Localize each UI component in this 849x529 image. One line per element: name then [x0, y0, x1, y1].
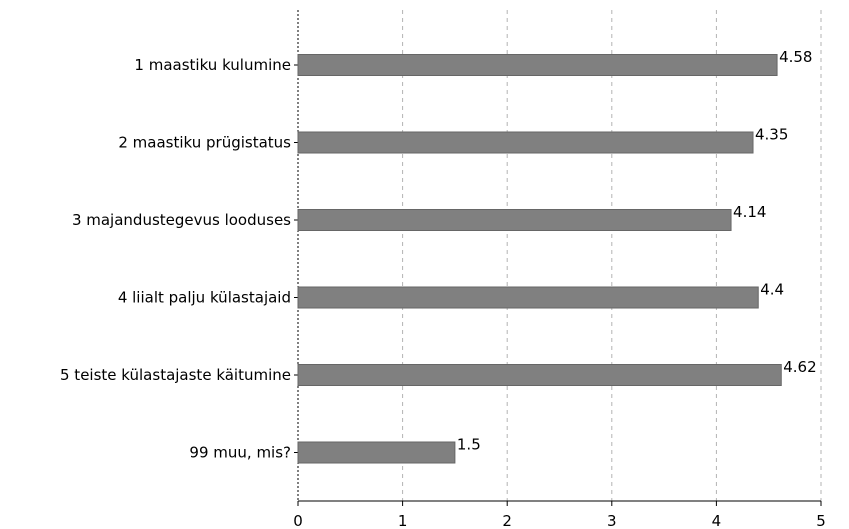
value-label: 4.14	[733, 203, 766, 221]
bar	[297, 209, 732, 231]
labels: 0 1 2 3 4 5 1 maastiku kulumine 4.58 2 maastiku …	[60, 48, 826, 529]
bar	[297, 54, 778, 76]
category-label: 4 liialt palju külastajaid	[118, 289, 291, 307]
x-tick-label: 4	[712, 512, 722, 529]
category-label: 2 maastiku prügistatus	[118, 134, 291, 152]
value-label: 4.4	[760, 281, 784, 299]
x-tick-label: 5	[816, 512, 826, 529]
value-label: 1.5	[457, 436, 481, 454]
category-label: 1 maastiku kulumine	[134, 56, 291, 74]
bar	[297, 441, 456, 464]
bar	[297, 286, 759, 309]
value-label: 4.62	[783, 358, 816, 376]
gridlines	[402, 10, 822, 501]
value-label: 4.58	[779, 48, 812, 66]
axes	[294, 10, 822, 506]
category-label: 99 muu, mis?	[189, 444, 291, 462]
x-tick-label: 1	[398, 512, 408, 529]
x-tick-label: 3	[607, 512, 617, 529]
bars	[297, 54, 782, 464]
x-tick-label: 2	[502, 512, 512, 529]
category-label: 3 majandustegevus looduses	[72, 211, 291, 229]
value-label: 4.35	[755, 126, 788, 144]
bar	[297, 364, 782, 386]
category-label: 5 teiste külastajaste käitumine	[60, 366, 291, 384]
x-tick-label: 0	[293, 512, 303, 529]
bar	[297, 131, 754, 154]
